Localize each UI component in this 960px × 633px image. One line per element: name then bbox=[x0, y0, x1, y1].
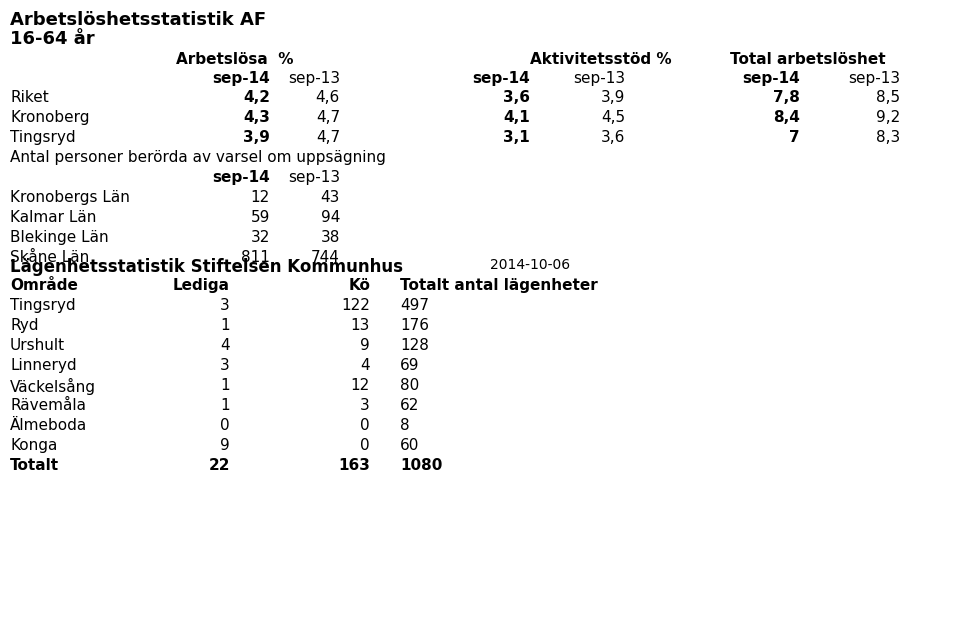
Text: 8,5: 8,5 bbox=[876, 90, 900, 105]
Text: 38: 38 bbox=[321, 230, 340, 245]
Text: 3: 3 bbox=[220, 358, 230, 373]
Text: 4: 4 bbox=[221, 338, 230, 353]
Text: 4,7: 4,7 bbox=[316, 130, 340, 145]
Text: 1: 1 bbox=[221, 318, 230, 333]
Text: 22: 22 bbox=[208, 458, 230, 473]
Text: 0: 0 bbox=[221, 418, 230, 433]
Text: 13: 13 bbox=[350, 318, 370, 333]
Text: Älmeboda: Älmeboda bbox=[10, 418, 87, 433]
Text: 1: 1 bbox=[221, 378, 230, 393]
Text: 62: 62 bbox=[400, 398, 420, 413]
Text: 9: 9 bbox=[220, 438, 230, 453]
Text: 811: 811 bbox=[241, 250, 270, 265]
Text: 163: 163 bbox=[338, 458, 370, 473]
Text: 0: 0 bbox=[360, 438, 370, 453]
Text: Rävemåla: Rävemåla bbox=[10, 398, 86, 413]
Text: Tingsryd: Tingsryd bbox=[10, 130, 76, 145]
Text: 3,9: 3,9 bbox=[601, 90, 625, 105]
Text: Kalmar Län: Kalmar Län bbox=[10, 210, 96, 225]
Text: Skåne Län: Skåne Län bbox=[10, 250, 89, 265]
Text: 9: 9 bbox=[360, 338, 370, 353]
Text: Konga: Konga bbox=[10, 438, 58, 453]
Text: 4: 4 bbox=[360, 358, 370, 373]
Text: 4,2: 4,2 bbox=[243, 90, 270, 105]
Text: 744: 744 bbox=[311, 250, 340, 265]
Text: 1080: 1080 bbox=[400, 458, 443, 473]
Text: 9,2: 9,2 bbox=[876, 110, 900, 125]
Text: Antal personer berörda av varsel om uppsägning: Antal personer berörda av varsel om upps… bbox=[10, 150, 386, 165]
Text: 94: 94 bbox=[321, 210, 340, 225]
Text: 4,5: 4,5 bbox=[601, 110, 625, 125]
Text: Lägenhetsstatistik Stiftelsen Kommunhus: Lägenhetsstatistik Stiftelsen Kommunhus bbox=[10, 258, 403, 276]
Text: 8,3: 8,3 bbox=[876, 130, 900, 145]
Text: Total arbetslöshet: Total arbetslöshet bbox=[730, 52, 886, 67]
Text: Arbetslöshetsstatistik AF: Arbetslöshetsstatistik AF bbox=[10, 11, 266, 29]
Text: 4,1: 4,1 bbox=[503, 110, 530, 125]
Text: sep-14: sep-14 bbox=[742, 71, 800, 86]
Text: 32: 32 bbox=[251, 230, 270, 245]
Text: 1: 1 bbox=[221, 398, 230, 413]
Text: 4,7: 4,7 bbox=[316, 110, 340, 125]
Text: 2014-10-06: 2014-10-06 bbox=[490, 258, 570, 272]
Text: Lediga: Lediga bbox=[173, 278, 230, 293]
Text: 0: 0 bbox=[360, 418, 370, 433]
Text: 43: 43 bbox=[321, 190, 340, 205]
Text: 80: 80 bbox=[400, 378, 420, 393]
Text: Blekinge Län: Blekinge Län bbox=[10, 230, 108, 245]
Text: Område: Område bbox=[10, 278, 78, 293]
Text: 12: 12 bbox=[350, 378, 370, 393]
Text: Tingsryd: Tingsryd bbox=[10, 298, 76, 313]
Text: Totalt antal lägenheter: Totalt antal lägenheter bbox=[400, 278, 598, 293]
Text: sep-13: sep-13 bbox=[288, 71, 340, 86]
Text: Urshult: Urshult bbox=[10, 338, 65, 353]
Text: 3,6: 3,6 bbox=[601, 130, 625, 145]
Text: 59: 59 bbox=[251, 210, 270, 225]
Text: 3,6: 3,6 bbox=[503, 90, 530, 105]
Text: 7,8: 7,8 bbox=[773, 90, 800, 105]
Text: Linneryd: Linneryd bbox=[10, 358, 77, 373]
Text: 60: 60 bbox=[400, 438, 420, 453]
Text: sep-14: sep-14 bbox=[212, 170, 270, 185]
Text: Kronoberg: Kronoberg bbox=[10, 110, 89, 125]
Text: sep-14: sep-14 bbox=[472, 71, 530, 86]
Text: 4,3: 4,3 bbox=[243, 110, 270, 125]
Text: 3,1: 3,1 bbox=[503, 130, 530, 145]
Text: 3,9: 3,9 bbox=[243, 130, 270, 145]
Text: Kö: Kö bbox=[348, 278, 370, 293]
Text: Aktivitetsstöd %: Aktivitetsstöd % bbox=[530, 52, 672, 67]
Text: 128: 128 bbox=[400, 338, 429, 353]
Text: sep-13: sep-13 bbox=[288, 170, 340, 185]
Text: 7: 7 bbox=[789, 130, 800, 145]
Text: 16-64 år: 16-64 år bbox=[10, 30, 95, 48]
Text: Arbetslösa  %: Arbetslösa % bbox=[177, 52, 294, 67]
Text: 4,6: 4,6 bbox=[316, 90, 340, 105]
Text: 122: 122 bbox=[341, 298, 370, 313]
Text: sep-14: sep-14 bbox=[212, 71, 270, 86]
Text: 176: 176 bbox=[400, 318, 429, 333]
Text: Totalt: Totalt bbox=[10, 458, 60, 473]
Text: 12: 12 bbox=[251, 190, 270, 205]
Text: sep-13: sep-13 bbox=[848, 71, 900, 86]
Text: Riket: Riket bbox=[10, 90, 49, 105]
Text: 8: 8 bbox=[400, 418, 410, 433]
Text: 8,4: 8,4 bbox=[773, 110, 800, 125]
Text: Ryd: Ryd bbox=[10, 318, 38, 333]
Text: Kronobergs Län: Kronobergs Län bbox=[10, 190, 130, 205]
Text: 497: 497 bbox=[400, 298, 429, 313]
Text: Väckelsång: Väckelsång bbox=[10, 378, 96, 395]
Text: 69: 69 bbox=[400, 358, 420, 373]
Text: 3: 3 bbox=[220, 298, 230, 313]
Text: 3: 3 bbox=[360, 398, 370, 413]
Text: sep-13: sep-13 bbox=[573, 71, 625, 86]
